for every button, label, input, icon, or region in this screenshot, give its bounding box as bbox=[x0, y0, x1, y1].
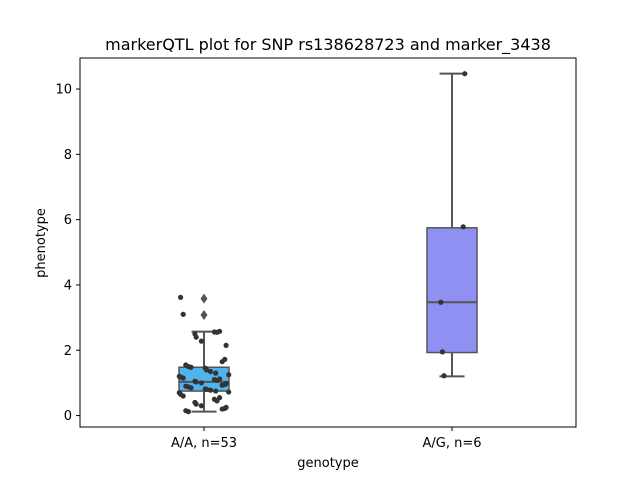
data-point bbox=[226, 372, 232, 378]
box-group-2 bbox=[426, 72, 478, 378]
data-point bbox=[462, 71, 468, 77]
data-point bbox=[213, 370, 219, 376]
data-point bbox=[180, 393, 186, 399]
box-iqr bbox=[426, 227, 478, 354]
data-point bbox=[207, 387, 214, 393]
data-point bbox=[214, 329, 220, 335]
y-tick-label: 10 bbox=[55, 83, 72, 98]
data-point bbox=[223, 342, 229, 348]
strip-points-1 bbox=[176, 294, 232, 415]
box-group-1 bbox=[178, 293, 230, 413]
plot-frame bbox=[79, 57, 577, 428]
data-point bbox=[180, 375, 186, 381]
data-point bbox=[185, 409, 191, 415]
data-point bbox=[460, 224, 466, 230]
plot-area bbox=[176, 71, 478, 415]
y-tick-label: 6 bbox=[64, 213, 72, 228]
data-point bbox=[198, 380, 204, 386]
x-tick-label: A/G, n=6 bbox=[422, 436, 481, 451]
strip-points-2 bbox=[438, 71, 468, 379]
x-axis-label: genotype bbox=[297, 456, 358, 471]
data-point bbox=[178, 294, 184, 300]
y-tick-label: 4 bbox=[64, 278, 72, 293]
data-point bbox=[193, 334, 199, 340]
chart-title: markerQTL plot for SNP rs138628723 and m… bbox=[105, 35, 551, 55]
x-axis: A/A, n=53 A/G, n=6 bbox=[171, 427, 482, 451]
outlier-marker bbox=[200, 309, 208, 320]
y-tick-label: 2 bbox=[64, 344, 72, 359]
x-tick-label: A/A, n=53 bbox=[171, 436, 237, 451]
data-point bbox=[214, 377, 220, 383]
data-point bbox=[441, 373, 447, 379]
data-point bbox=[207, 368, 214, 375]
outlier-marker bbox=[200, 293, 208, 304]
data-point bbox=[438, 299, 444, 305]
data-point bbox=[193, 379, 199, 385]
y-axis-label: phenotype bbox=[34, 208, 49, 278]
data-point bbox=[180, 311, 186, 317]
y-axis: 0 2 4 6 8 10 bbox=[55, 83, 80, 424]
data-point bbox=[439, 349, 445, 355]
data-point bbox=[219, 359, 225, 365]
data-point bbox=[219, 406, 225, 412]
data-point bbox=[204, 386, 210, 393]
y-tick-label: 0 bbox=[64, 409, 72, 424]
data-point bbox=[204, 367, 210, 373]
data-point bbox=[226, 389, 232, 395]
data-point bbox=[188, 385, 194, 391]
data-point bbox=[193, 401, 199, 407]
data-point bbox=[213, 388, 219, 394]
data-point bbox=[188, 364, 194, 370]
data-point bbox=[219, 382, 225, 388]
data-point bbox=[198, 338, 204, 344]
data-point bbox=[214, 398, 220, 404]
y-tick-label: 8 bbox=[64, 148, 72, 163]
data-point bbox=[198, 403, 204, 409]
